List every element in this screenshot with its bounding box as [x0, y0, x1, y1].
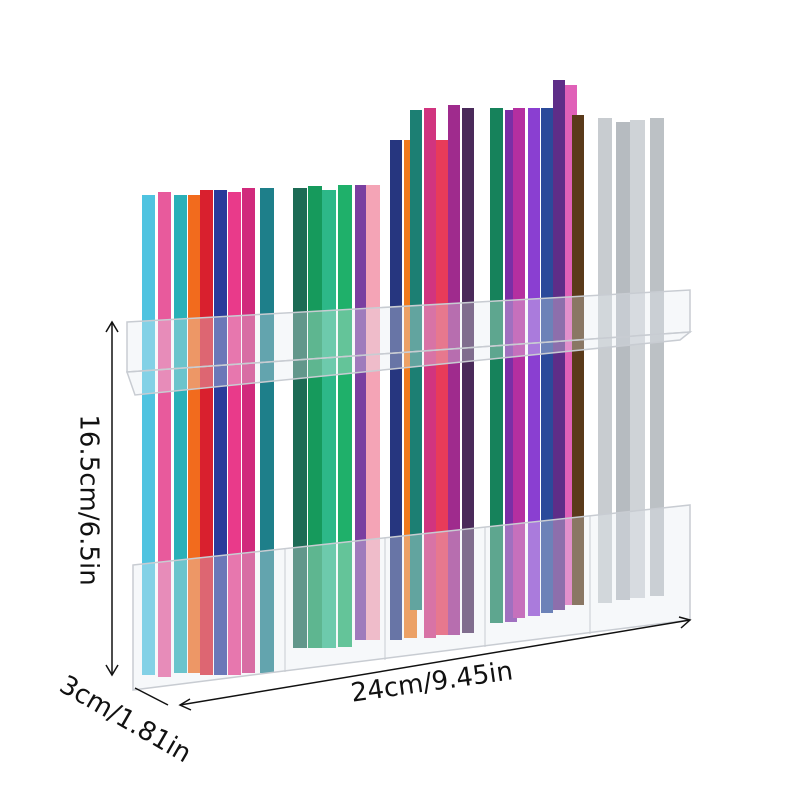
straw: [598, 118, 612, 603]
dimension-arrows: [105, 320, 692, 711]
arrowhead: [105, 320, 119, 333]
straw: [541, 108, 553, 613]
straw: [188, 195, 201, 673]
straw: [322, 190, 336, 648]
straw: [630, 120, 645, 598]
straw: [355, 185, 368, 640]
straw: [490, 108, 503, 623]
straw: [572, 115, 584, 605]
width-label: 24cm/9.45in: [349, 656, 515, 708]
straw: [214, 190, 227, 675]
straw: [158, 192, 171, 677]
straw: [436, 140, 449, 635]
straw: [424, 108, 436, 638]
straw: [200, 190, 213, 675]
straw: [293, 188, 307, 648]
straw: [650, 118, 664, 596]
straw: [616, 122, 630, 600]
straw: [528, 108, 540, 616]
arrowhead: [105, 664, 119, 677]
holder-top-band-edge: [125, 331, 693, 396]
straw: [448, 105, 460, 635]
straw: [410, 110, 422, 610]
straw: [366, 185, 380, 640]
depth-arrow: [134, 687, 169, 706]
straw: [462, 108, 474, 633]
straw: [390, 140, 402, 640]
straw: [308, 186, 322, 648]
straw: [174, 195, 187, 673]
arrowhead: [178, 698, 192, 711]
straw: [142, 195, 155, 675]
straw: [553, 80, 565, 610]
width-arrow: [179, 619, 691, 706]
straw: [513, 108, 525, 618]
height-label: 16.5cm/6.5in: [74, 414, 104, 585]
holder: [125, 289, 693, 691]
arrowhead: [678, 616, 692, 629]
straw: [338, 185, 352, 647]
straw: [260, 188, 274, 673]
